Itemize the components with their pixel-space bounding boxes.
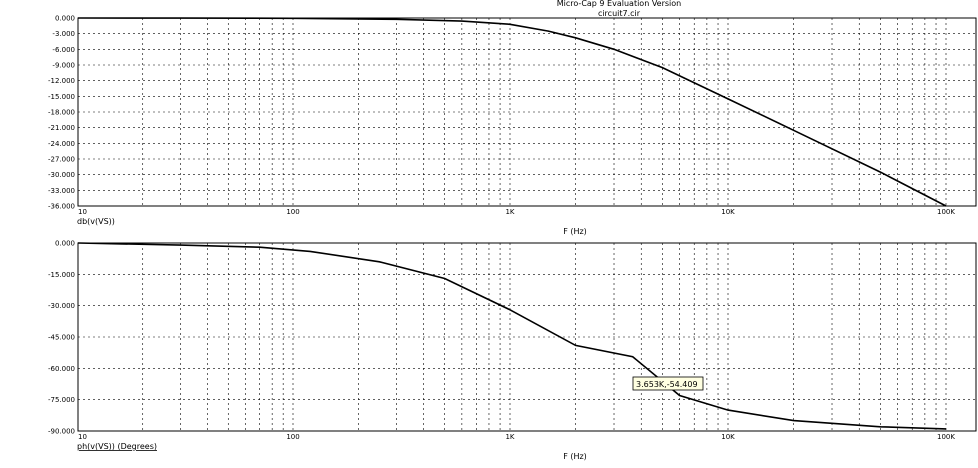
- y-tick-label: -15.000: [48, 271, 75, 279]
- y-tick-label: -12.000: [48, 77, 75, 85]
- y-tick-label: -27.000: [48, 156, 75, 164]
- y-tick-label: -45.000: [48, 334, 75, 342]
- series-line: [77, 242, 947, 430]
- x-tick-label: 10K: [721, 433, 735, 441]
- cursor-readout-box: [632, 376, 704, 391]
- x-tick-label: 10K: [721, 208, 735, 216]
- x-tick-label: 100K: [937, 433, 955, 441]
- magnitude-ylabel: db(v(VS)): [77, 217, 115, 226]
- y-tick-label: -33.000: [48, 187, 75, 195]
- phase-plot: 0.000 -15.000 -30.000 -45.000 -60.000 -75.000…: [48, 240, 977, 441]
- y-tick-label: -9.000: [52, 62, 75, 70]
- x-tick-label: 1K: [505, 208, 514, 216]
- y-tick-label: -18.000: [48, 109, 75, 117]
- y-tick-label: 0.000: [55, 240, 75, 248]
- y-tick-label: -36.000: [48, 203, 75, 211]
- y-tick-label: -75.000: [48, 396, 75, 404]
- y-tick-label: -15.000: [48, 93, 75, 101]
- magnitude-plot: 0.000 -3.000 -6.000 -9.000 -12.000 -15.000 -18…: [48, 15, 977, 216]
- magnitude-xlabel: F (Hz): [563, 227, 587, 236]
- series-line: [77, 17, 947, 207]
- x-tick-label: 100: [286, 208, 299, 216]
- file-name: circuit7.cir: [598, 9, 641, 18]
- y-tick-label: -30.000: [48, 171, 75, 179]
- x-tick-label: 100K: [937, 208, 955, 216]
- y-tick-label: 0.000: [55, 15, 75, 23]
- y-tick-label: -24.000: [48, 140, 75, 148]
- cursor-readout-text: 3.653K,-54.409: [636, 380, 698, 389]
- x-tick-label: 1K: [505, 433, 514, 441]
- x-tick-label: 10: [78, 433, 87, 441]
- y-tick-label: -30.000: [48, 302, 75, 310]
- y-tick-label: -3.000: [52, 30, 75, 38]
- x-tick-label: 100: [286, 433, 299, 441]
- y-tick-label: -60.000: [48, 365, 75, 373]
- y-tick-label: -21.000: [48, 124, 75, 132]
- cursor-readout[interactable]: 3.653K,-54.409: [632, 376, 704, 391]
- plot-frame: [77, 17, 977, 207]
- y-tick-label: -6.000: [52, 46, 75, 54]
- phase-ylabel: ph(v(VS)) (Degrees): [77, 442, 157, 451]
- phase-xlabel: F (Hz): [563, 452, 587, 461]
- x-tick-label: 10: [78, 208, 87, 216]
- y-tick-label: -90.000: [48, 428, 75, 436]
- window-title: Micro-Cap 9 Evaluation Version: [557, 0, 681, 8]
- plot-frame: [77, 242, 977, 432]
